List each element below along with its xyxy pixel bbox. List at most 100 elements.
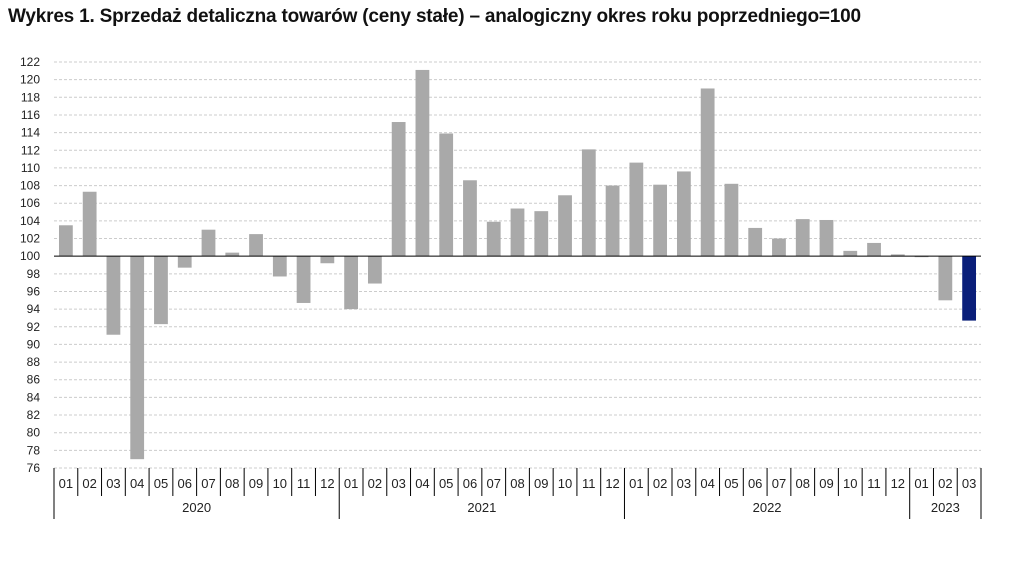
- chart-title: Wykres 1. Sprzedaż detaliczna towarów (c…: [8, 6, 861, 27]
- bar: [867, 242, 881, 257]
- x-tick-label: 03: [962, 476, 976, 491]
- y-tick-label: 94: [27, 302, 41, 316]
- x-tick-label: 12: [320, 476, 334, 491]
- x-tick-label: 04: [700, 476, 714, 491]
- bar: [201, 229, 216, 257]
- bar: [510, 208, 525, 257]
- bar: [962, 256, 977, 321]
- y-tick-label: 116: [21, 108, 40, 122]
- bar: [391, 122, 406, 257]
- bar: [700, 88, 715, 257]
- x-tick-label: 04: [415, 476, 429, 491]
- y-tick-label: 106: [20, 196, 40, 210]
- bar: [486, 221, 501, 257]
- y-tick-label: 112: [21, 143, 40, 157]
- x-tick-label: 09: [819, 476, 833, 491]
- year-label: 2020: [182, 500, 211, 515]
- x-tick-label: 05: [154, 476, 168, 491]
- x-tick-label: 04: [130, 476, 144, 491]
- x-tick-label: 09: [534, 476, 548, 491]
- bar: [296, 256, 311, 303]
- y-tick-label: 82: [27, 408, 41, 422]
- x-tick-label: 05: [439, 476, 453, 491]
- bar: [843, 250, 858, 257]
- x-tick-label: 10: [843, 476, 857, 491]
- x-tick-label: 07: [201, 476, 215, 491]
- gridlines: [54, 61, 981, 469]
- y-tick-label: 96: [27, 284, 41, 298]
- y-tick-label: 84: [27, 390, 41, 404]
- y-tick-label: 88: [27, 355, 41, 369]
- x-axis: 01 02 03 04 05 06 07 08 09 10 11 12 2020 01 02 03 04 05 06…: [53, 255, 982, 519]
- bar: [724, 183, 739, 257]
- bar: [534, 211, 549, 257]
- x-tick-label: 08: [225, 476, 239, 491]
- y-tick-label: 102: [20, 232, 40, 246]
- bar: [772, 238, 786, 257]
- year-label: 2023: [931, 500, 960, 515]
- x-tick-label: 01: [344, 476, 358, 491]
- bar: [605, 185, 620, 257]
- bar: [463, 180, 477, 257]
- bar: [653, 184, 668, 257]
- bar: [82, 191, 97, 257]
- y-tick-label: 92: [27, 320, 41, 334]
- x-tick-label: 01: [629, 476, 643, 491]
- x-tick-label: 08: [510, 476, 524, 491]
- x-tick-label: 07: [772, 476, 786, 491]
- x-tick-label: 10: [273, 476, 287, 491]
- x-tick-label: 06: [748, 476, 762, 491]
- bar: [581, 149, 596, 257]
- y-tick-label: 108: [20, 179, 40, 193]
- x-tick-label: 05: [724, 476, 738, 491]
- x-tick-label: 08: [795, 476, 809, 491]
- x-tick-label: 02: [82, 476, 96, 491]
- y-tick-label: 120: [20, 73, 40, 87]
- bar: [272, 256, 287, 277]
- x-tick-label: 06: [177, 476, 191, 491]
- bar: [819, 219, 834, 257]
- year-label: 2022: [753, 500, 782, 515]
- x-tick-label: 01: [59, 476, 73, 491]
- y-tick-label: 110: [21, 161, 40, 175]
- y-tick-label: 76: [27, 461, 41, 475]
- year-label: 2021: [467, 500, 496, 515]
- bar: [676, 171, 691, 257]
- y-tick-label: 98: [27, 267, 41, 281]
- x-tick-label: 03: [677, 476, 691, 491]
- bar: [558, 195, 572, 257]
- bar: [225, 252, 240, 257]
- x-tick-label: 02: [653, 476, 667, 491]
- bar: [890, 254, 905, 257]
- y-tick-label: 78: [27, 443, 41, 457]
- bar: [177, 256, 192, 268]
- bar: [367, 256, 382, 284]
- bar: [439, 133, 454, 257]
- x-tick-label: 12: [891, 476, 905, 491]
- x-tick-label: 06: [463, 476, 477, 491]
- bar: [106, 256, 121, 335]
- bar: [344, 256, 359, 310]
- bar: [130, 256, 145, 460]
- x-tick-label: 02: [938, 476, 952, 491]
- y-tick-label: 104: [20, 214, 40, 228]
- bar: [320, 256, 335, 264]
- x-tick-label: 02: [368, 476, 382, 491]
- y-tick-label: 86: [27, 373, 41, 387]
- bar: [154, 256, 168, 325]
- bar: [249, 234, 263, 257]
- bar: [795, 219, 810, 257]
- y-tick-label: 114: [21, 126, 40, 140]
- y-tick-label: 90: [27, 337, 41, 351]
- bars: [58, 69, 977, 460]
- bar: [629, 162, 644, 257]
- x-tick-label: 03: [391, 476, 405, 491]
- x-tick-label: 03: [106, 476, 120, 491]
- y-tick-label: 80: [27, 426, 41, 440]
- bar: [748, 227, 763, 257]
- x-tick-label: 10: [558, 476, 572, 491]
- x-tick-label: 11: [297, 476, 311, 491]
- y-tick-label: 122: [20, 55, 40, 69]
- x-tick-label: 07: [486, 476, 500, 491]
